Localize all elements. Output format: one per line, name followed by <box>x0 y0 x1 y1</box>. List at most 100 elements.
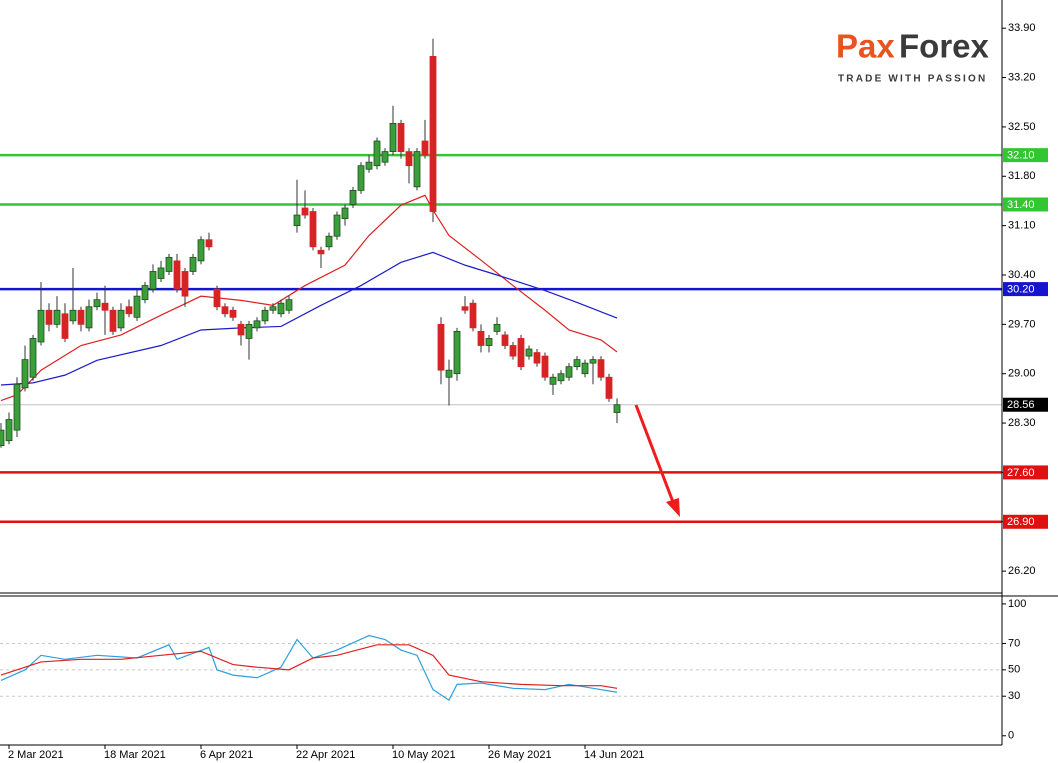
candle-body <box>277 302 285 315</box>
y-tick-label: 31.80 <box>1008 170 1036 182</box>
candle-body <box>493 323 501 332</box>
candle-body <box>77 309 85 325</box>
candle-body <box>549 376 557 385</box>
candle-body <box>557 373 565 382</box>
candle-body <box>373 140 381 167</box>
candle-body <box>53 309 61 325</box>
candle-body <box>285 299 293 311</box>
candle-body <box>333 214 341 237</box>
candle-body <box>133 295 141 318</box>
candle-body <box>581 362 589 375</box>
candle-body <box>197 239 205 262</box>
candle-body <box>21 359 29 389</box>
arrow-shaft <box>634 404 675 503</box>
candle-body <box>269 306 277 311</box>
y-tick-label: 31.10 <box>1008 220 1036 232</box>
candle-body <box>117 309 125 329</box>
candle-body <box>541 355 549 378</box>
y-tick-label: 33.20 <box>1008 71 1036 83</box>
forecast-arrow <box>634 404 680 517</box>
x-tick-label: 10 May 2021 <box>392 749 456 761</box>
candle-body <box>381 151 389 163</box>
candle-body <box>365 161 373 170</box>
level-label-bg <box>1003 148 1048 163</box>
x-tick-label: 2 Mar 2021 <box>8 749 64 761</box>
level-label: 26.90 <box>1007 516 1035 528</box>
candle-body <box>229 309 237 318</box>
logo-brand-a: Pax <box>836 28 895 65</box>
level-label: 27.60 <box>1007 467 1035 479</box>
last-price-bg <box>1003 397 1048 412</box>
candle-body <box>213 288 221 308</box>
candle-body <box>29 338 37 378</box>
candle-body <box>445 369 453 378</box>
x-tick-label: 26 May 2021 <box>488 749 552 761</box>
candle-body <box>573 359 581 368</box>
candle-body <box>453 331 461 375</box>
candle-body <box>189 256 197 272</box>
indicator-line <box>0 644 618 689</box>
candle-body <box>93 299 101 308</box>
logo: Pax Forex TRADE WITH PASSION <box>836 28 990 85</box>
y-tick-label: 28.30 <box>1008 417 1036 429</box>
candle-body <box>149 271 157 290</box>
level-label-bg <box>1003 282 1048 297</box>
candle-body <box>413 151 421 188</box>
y-tick-label: 30 <box>1008 690 1020 702</box>
candle-body <box>141 285 149 301</box>
y-tick-label: 100 <box>1008 598 1026 610</box>
logo-brand-b: Forex <box>899 28 990 65</box>
candle-body <box>357 165 365 191</box>
x-tick-label: 6 Apr 2021 <box>200 749 253 761</box>
candle-body <box>61 313 69 339</box>
level-label: 31.40 <box>1007 199 1035 211</box>
candle-body <box>477 331 485 346</box>
y-tick-label: 29.00 <box>1008 368 1036 380</box>
candle-body <box>485 338 493 346</box>
indicator-line <box>0 251 618 386</box>
y-tick-label: 30.40 <box>1008 269 1036 281</box>
candle-body <box>0 429 5 447</box>
candle-body <box>589 359 597 364</box>
candle-body <box>261 309 269 322</box>
y-tick-label: 32.50 <box>1008 121 1036 133</box>
candle-body <box>5 419 13 442</box>
candle-body <box>605 376 613 399</box>
candle-body <box>125 306 133 315</box>
y-tick-label: 70 <box>1008 637 1020 649</box>
candle-body <box>517 338 525 368</box>
candle-body <box>69 309 77 322</box>
level-label-bg <box>1003 465 1048 480</box>
candle-body <box>309 211 317 248</box>
candle-body <box>45 309 53 325</box>
candle-body <box>221 306 229 315</box>
candle-body <box>461 306 469 311</box>
candle-body <box>237 323 245 336</box>
candle-body <box>13 383 21 431</box>
y-tick-label: 29.70 <box>1008 318 1036 330</box>
candle-body <box>181 271 189 297</box>
last-price-label: 28.56 <box>1007 399 1035 411</box>
candle-body <box>501 334 509 346</box>
y-tick-label: 26.20 <box>1008 565 1036 577</box>
x-tick-label: 14 Jun 2021 <box>584 749 645 761</box>
candle-body <box>37 309 45 343</box>
candle-body <box>509 345 517 357</box>
candle-body <box>205 239 213 248</box>
candle-body <box>101 302 109 311</box>
x-tick-label: 18 Mar 2021 <box>104 749 166 761</box>
candle-body <box>349 189 357 205</box>
logo-tagline: TRADE WITH PASSION <box>838 74 987 85</box>
candle-body <box>525 348 533 357</box>
candle-body <box>389 122 397 152</box>
candle-body <box>173 260 181 290</box>
candle-body <box>437 323 445 371</box>
level-label: 32.10 <box>1007 150 1035 162</box>
x-tick-label: 22 Apr 2021 <box>296 749 355 761</box>
candle-body <box>565 366 573 378</box>
candle-body <box>429 56 437 212</box>
arrow-head <box>666 498 680 517</box>
candle-body <box>253 320 261 329</box>
